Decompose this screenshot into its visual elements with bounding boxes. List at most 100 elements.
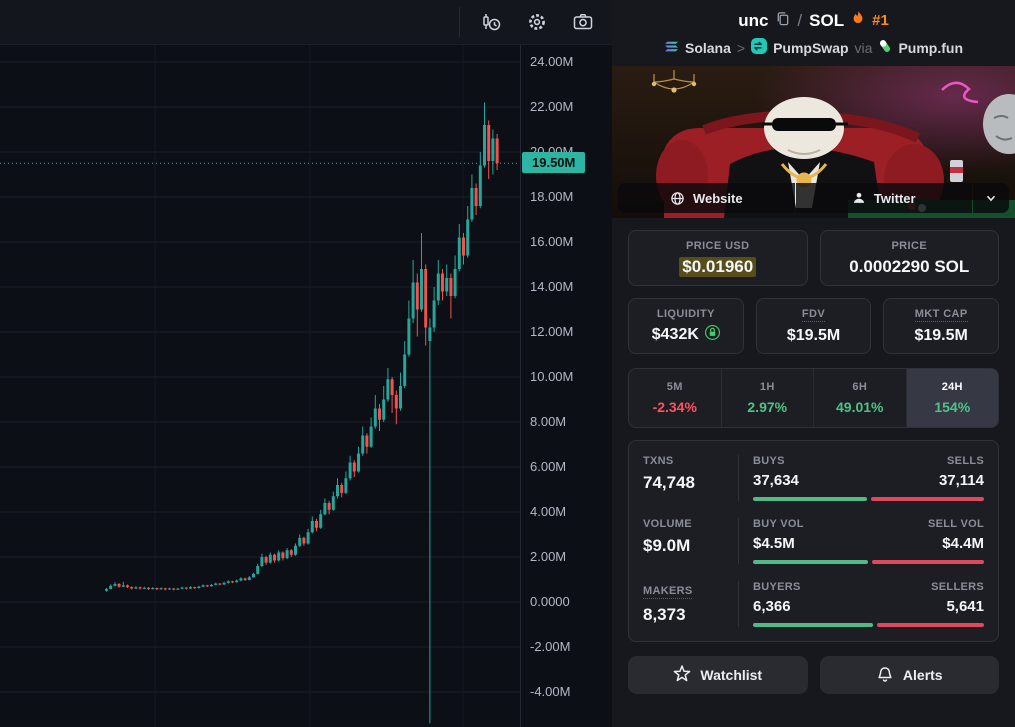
breadcrumb-chevron: > [736, 39, 746, 56]
launchpad-name[interactable]: Pump.fun [898, 39, 963, 56]
buy-vol-value: $4.5M [753, 535, 795, 552]
makers-label[interactable]: MAKERS [643, 585, 693, 599]
chain-name[interactable]: Solana [684, 39, 731, 56]
timeframe-6h[interactable]: 6H 49.01% [813, 369, 906, 427]
candle-countdown-icon[interactable] [480, 11, 502, 33]
fdv-box: FDV $19.5M [755, 298, 872, 354]
trending-rank[interactable]: #1 [872, 12, 889, 29]
buyers-label: BUYERS [753, 581, 801, 593]
mktcap-value: $19.5M [914, 326, 968, 344]
timeframe-24h-label: 24H [941, 381, 963, 393]
buy-vol-label: BUY VOL [753, 518, 804, 530]
price-axis[interactable]: 19.50M 24.00M22.00M20.00M18.00M16.00M14.… [520, 45, 612, 727]
pumpfun-icon [878, 39, 892, 56]
settings-gear-icon[interactable] [526, 11, 548, 33]
timeframe-24h[interactable]: 24H 154% [905, 369, 998, 427]
website-button[interactable]: Website [618, 183, 795, 213]
txns-row: TXNS 74,748 BUYS SELLS 37,634 37,114 [643, 455, 984, 501]
price-native-value: 0.0002290 SOL [849, 256, 970, 276]
sellers-label: SELLERS [931, 581, 984, 593]
screenshot-camera-icon[interactable] [572, 11, 594, 33]
timeframe-6h-label: 6H [852, 381, 868, 393]
axis-tick: 2.00M [530, 549, 567, 564]
axis-tick: 16.00M [530, 234, 574, 249]
liquidity-value: $432K [651, 325, 699, 343]
timeframe-6h-change: 49.01% [836, 399, 884, 415]
pair-title: unc / SOL #1 [628, 10, 999, 31]
link-bar: Website Twitter [618, 183, 1009, 213]
axis-tick: 18.00M [530, 189, 574, 204]
buyers-value: 6,366 [753, 598, 791, 615]
watchlist-label: Watchlist [700, 667, 763, 683]
chart-toolbar-icons [459, 7, 594, 37]
sellers-value: 5,641 [946, 598, 984, 615]
timeframe-tabs: 5M -2.34% 1H 2.97% 6H 49.01% 24H 154% [628, 368, 999, 428]
timeframe-5m[interactable]: 5M -2.34% [629, 369, 721, 427]
flame-icon [851, 10, 865, 31]
price-usd-box: PRICE USD $0.01960 [628, 230, 808, 286]
current-price-label: 19.50M [522, 152, 586, 174]
fdv-label[interactable]: FDV [801, 307, 826, 322]
twitter-label: Twitter [873, 190, 916, 206]
pair-breadcrumb: Solana > PumpSwap via [628, 38, 999, 57]
mktcap-box: MKT CAP $19.5M [883, 298, 1000, 354]
banner-image: Website Twitter [612, 66, 1015, 218]
watchlist-button[interactable]: Watchlist [628, 656, 808, 694]
mktcap-label[interactable]: MKT CAP [914, 307, 968, 322]
expand-links-button[interactable] [973, 183, 1009, 213]
axis-tick: 10.00M [530, 369, 574, 384]
buys-label: BUYS [753, 455, 785, 467]
metrics-row: LIQUIDITY $432K FDV $19.5M [628, 298, 1000, 354]
via-label: via [854, 39, 873, 56]
twitter-button[interactable]: Twitter [795, 183, 972, 213]
alerts-label: Alerts [902, 667, 943, 683]
timeframe-1h[interactable]: 1H 2.97% [720, 369, 814, 427]
price-native-label: PRICE [891, 239, 928, 252]
buys-sells-bar [753, 497, 984, 501]
axis-tick: 14.00M [530, 279, 574, 294]
pair-separator: / [797, 10, 803, 30]
axis-tick: -4.00M [530, 684, 571, 699]
axis-tick: 8.00M [530, 414, 567, 429]
makers-value: 8,373 [643, 605, 686, 624]
price-native-box: PRICE 0.0002290 SOL [819, 230, 999, 286]
axis-tick: 4.00M [530, 504, 567, 519]
star-icon [673, 664, 691, 686]
chart-pane: 19.50M 24.00M22.00M20.00M18.00M16.00M14.… [0, 0, 612, 727]
txns-label: TXNS [643, 455, 674, 467]
globe-icon [670, 191, 685, 206]
sell-vol-value: $4.4M [942, 535, 984, 552]
timeframe-5m-change: -2.34% [652, 399, 697, 415]
pair-header: unc / SOL #1 [612, 0, 1015, 66]
chevron-down-icon [984, 191, 998, 205]
alerts-button[interactable]: Alerts [819, 656, 999, 694]
txns-value: 74,748 [643, 473, 695, 492]
price-usd-label: PRICE USD [686, 239, 750, 252]
volume-row: VOLUME $9.0M BUY VOL SELL VOL $4.5M $4.4… [643, 518, 984, 564]
liquidity-label: LIQUIDITY [656, 307, 715, 320]
axis-tick: 22.00M [530, 99, 574, 114]
axis-tick: 6.00M [530, 459, 567, 474]
quote-token-symbol: SOL [809, 10, 845, 30]
dex-name[interactable]: PumpSwap [773, 39, 849, 56]
price-row: PRICE USD $0.01960 PRICE 0.0002290 SOL [628, 230, 999, 286]
price-usd-value[interactable]: $0.01960 [679, 256, 757, 277]
fdv-value: $19.5M [786, 326, 841, 344]
stats-panel: TXNS 74,748 BUYS SELLS 37,634 37,114 [628, 440, 999, 642]
panel-footer: Watchlist Alerts [628, 656, 999, 694]
axis-tick: 0.0000 [530, 594, 570, 609]
timeframe-1h-label: 1H [759, 381, 775, 393]
copy-icon[interactable] [775, 11, 790, 31]
axis-tick: 12.00M [530, 324, 574, 339]
timeframe-24h-change: 154% [934, 399, 971, 415]
token-panel: unc / SOL #1 [612, 0, 1015, 727]
volume-value: $9.0M [643, 536, 691, 555]
website-label: Website [692, 190, 743, 206]
bell-icon [876, 665, 894, 686]
base-token-symbol: unc [738, 10, 769, 30]
candlestick-chart[interactable] [0, 0, 612, 727]
pumpswap-icon [751, 38, 768, 57]
timeframe-1h-change: 2.97% [747, 399, 788, 415]
solana-icon [664, 39, 679, 57]
lock-icon[interactable] [704, 324, 720, 345]
